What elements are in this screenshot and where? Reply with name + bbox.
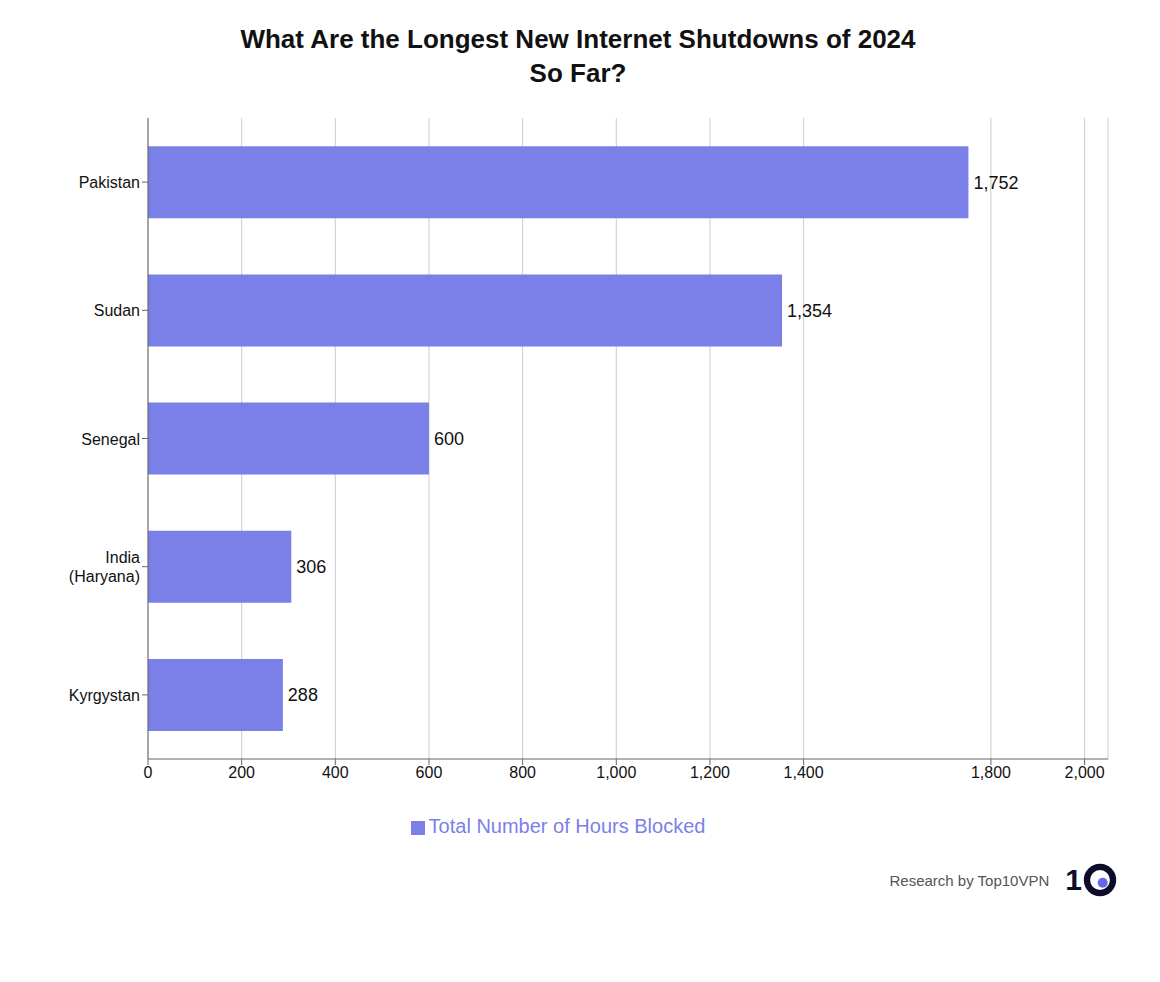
svg-text:1,800: 1,800 xyxy=(971,764,1011,781)
svg-text:600: 600 xyxy=(434,429,464,449)
html-text:Research by Top10VPN: Research by Top10VPN xyxy=(889,871,1050,889)
svg-text:1,752: 1,752 xyxy=(973,173,1018,193)
svg-text:1,400: 1,400 xyxy=(784,764,824,781)
svg-text:1,354: 1,354 xyxy=(787,301,832,321)
svg-text:800: 800 xyxy=(509,764,536,781)
html-text:Total Number of Hours Blocked: Total Number of Hours Blocked xyxy=(428,815,706,837)
svg-text:India(Haryana): India(Haryana) xyxy=(69,549,140,585)
svg-text:200: 200 xyxy=(228,764,255,781)
svg-text:0: 0 xyxy=(144,764,153,781)
svg-text:1,200: 1,200 xyxy=(690,764,730,781)
svg-text:Pakistan: Pakistan xyxy=(79,174,140,191)
svg-text:Senegal: Senegal xyxy=(81,430,140,447)
html-text:So Far?: So Far? xyxy=(529,58,627,88)
html-text:1: 1 xyxy=(1065,863,1082,896)
svg-text:600: 600 xyxy=(416,764,443,781)
svg-text:400: 400 xyxy=(322,764,349,781)
svg-text:Kyrgystan: Kyrgystan xyxy=(69,686,140,703)
svg-text:306: 306 xyxy=(296,557,326,577)
svg-text:1,000: 1,000 xyxy=(596,764,636,781)
svg-text:Sudan: Sudan xyxy=(94,302,140,319)
svg-text:2,000: 2,000 xyxy=(1065,764,1105,781)
html-text:What Are the Longest New Inter: What Are the Longest New Internet Shutdo… xyxy=(240,24,916,54)
svg-text:288: 288 xyxy=(288,685,318,705)
